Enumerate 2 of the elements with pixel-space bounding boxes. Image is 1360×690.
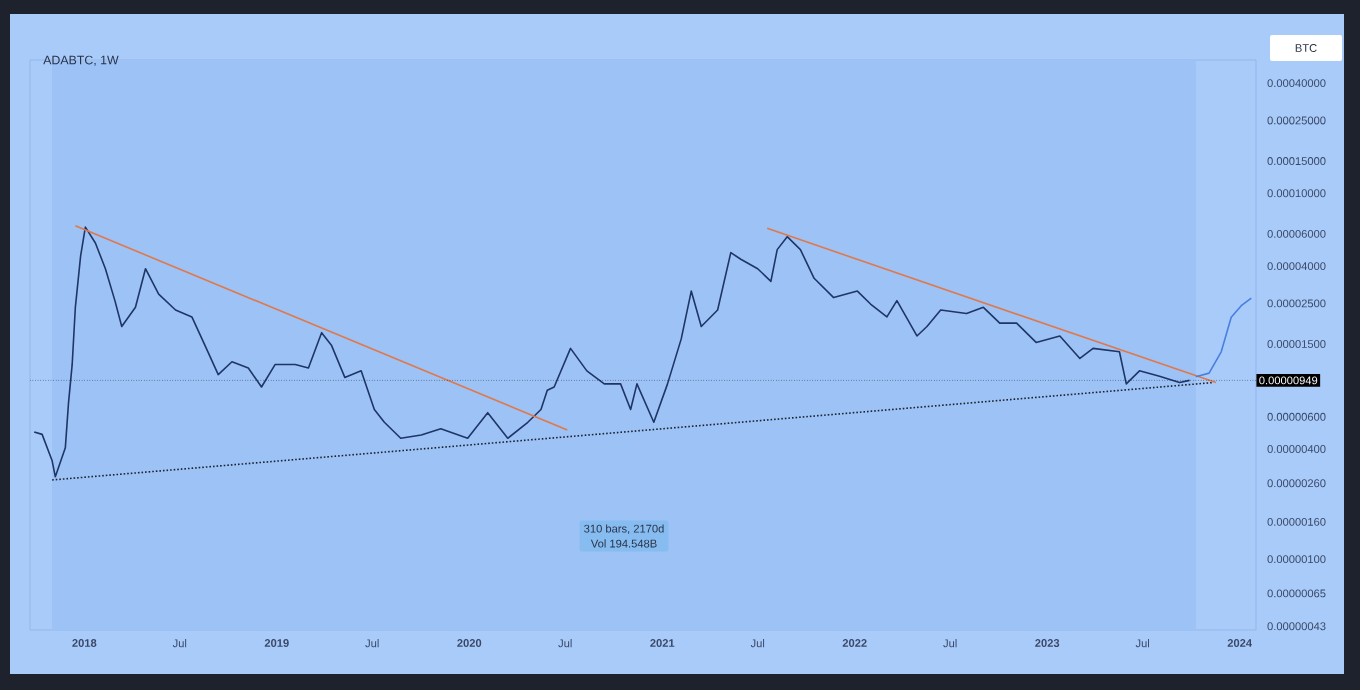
line-series bbox=[1195, 297, 1253, 378]
line-series bbox=[33, 226, 1191, 478]
